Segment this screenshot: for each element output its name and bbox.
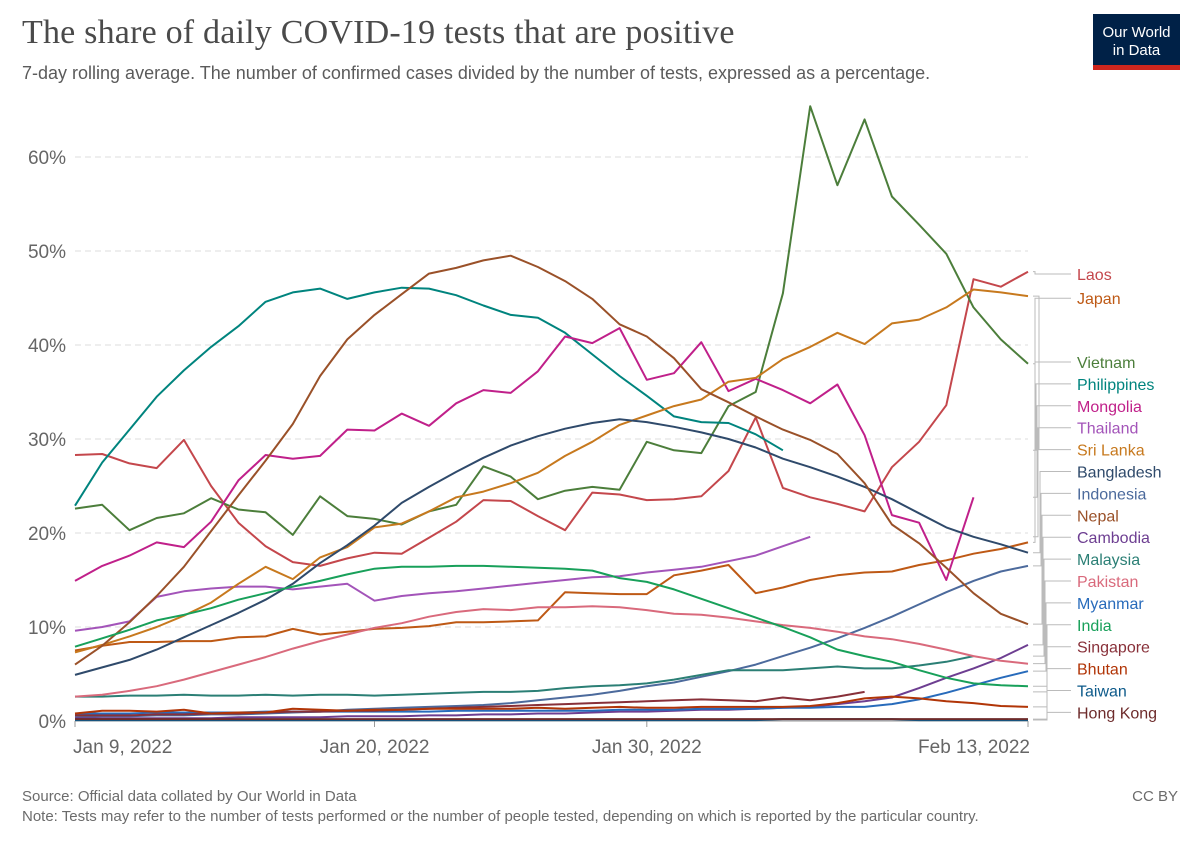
series-label-mongolia[interactable]: Mongolia — [1077, 399, 1142, 416]
series-label-japan[interactable]: Japan — [1077, 291, 1121, 308]
label-connector — [1033, 580, 1071, 665]
series-label-indonesia[interactable]: Indonesia — [1077, 486, 1146, 503]
series-line-philippines[interactable] — [74, 286, 784, 507]
label-connector — [1033, 690, 1071, 721]
x-tick-label: Feb 13, 2022 — [918, 737, 1030, 758]
chart-title: The share of daily COVID-19 tests that a… — [22, 14, 735, 51]
x-tick-label: Jan 30, 2022 — [592, 737, 702, 758]
series-line-thailand[interactable] — [74, 535, 811, 632]
series-line-india[interactable] — [74, 564, 1029, 688]
x-tick-label: Jan 20, 2022 — [320, 737, 430, 758]
label-connector — [1033, 711, 1071, 720]
series-label-nepal[interactable]: Nepal — [1077, 508, 1119, 525]
series-line-myanmar[interactable] — [75, 670, 1029, 715]
series-label-laos[interactable]: Laos — [1077, 267, 1112, 284]
series-line-laos[interactable] — [74, 270, 1029, 567]
series-label-india[interactable]: India — [1077, 618, 1112, 635]
series-line-bhutan[interactable] — [74, 695, 1029, 715]
series-line-vietnam[interactable] — [74, 105, 1029, 536]
series-line-nepal[interactable] — [74, 254, 1029, 666]
series-line-pakistan[interactable] — [74, 605, 1029, 698]
label-connector — [1033, 668, 1071, 708]
label-connector — [1033, 271, 1071, 275]
y-tick-label: 40% — [28, 336, 66, 357]
label-connector — [1033, 361, 1071, 365]
series-label-vietnam[interactable]: Vietnam — [1077, 355, 1135, 372]
y-tick-label: 20% — [28, 524, 66, 545]
license-link[interactable]: CC BY — [1132, 788, 1178, 805]
label-connector — [1033, 427, 1071, 538]
label-connector — [1033, 297, 1071, 543]
series-label-taiwan[interactable]: Taiwan — [1077, 684, 1127, 701]
series-line-malaysia[interactable] — [75, 655, 974, 698]
gridlines — [75, 156, 1028, 628]
y-axis: 0% 10% 20% 30% 40% 50% 60% — [28, 148, 66, 733]
series-label-myanmar[interactable]: Myanmar — [1077, 596, 1144, 613]
y-tick-label: 60% — [28, 148, 66, 169]
series-labels: Laos Japan Vietnam Philippines Mongolia Thail… — [1033, 267, 1162, 722]
label-connector — [1033, 514, 1071, 625]
series-line-bangladesh[interactable] — [74, 418, 1029, 676]
label-connector — [1033, 383, 1071, 451]
label-connector — [1033, 492, 1071, 567]
y-tick-label: 30% — [28, 430, 66, 451]
x-tick-label: Jan 9, 2022 — [73, 737, 172, 758]
series-label-malaysia[interactable]: Malaysia — [1077, 552, 1140, 569]
label-connector — [1033, 602, 1071, 672]
series-label-philippines[interactable]: Philippines — [1077, 377, 1154, 394]
y-tick-label: 10% — [28, 618, 66, 639]
series-label-bhutan[interactable]: Bhutan — [1077, 662, 1128, 679]
series-label-cambodia[interactable]: Cambodia — [1077, 530, 1150, 547]
owid-logo[interactable]: Our World in Data — [1093, 14, 1180, 70]
source-note: Source: Official data collated by Our Wo… — [22, 788, 357, 805]
label-connector — [1033, 295, 1071, 451]
series-label-bangladesh[interactable]: Bangladesh — [1077, 465, 1162, 482]
series-label-sri-lanka[interactable]: Sri Lanka — [1077, 443, 1145, 460]
chart-subtitle: 7-day rolling average. The number of con… — [22, 63, 931, 83]
series-line-mongolia[interactable] — [74, 327, 975, 582]
series-line-sri-lanka[interactable] — [74, 288, 1029, 654]
y-tick-label: 0% — [39, 712, 67, 733]
y-tick-label: 50% — [28, 242, 66, 263]
series-line-japan[interactable] — [74, 541, 1029, 652]
series-label-pakistan[interactable]: Pakistan — [1077, 574, 1138, 591]
footnote: Note: Tests may refer to the number of t… — [22, 808, 979, 825]
logo-accent-bar — [1093, 65, 1180, 70]
label-connector — [1033, 405, 1071, 498]
logo-line-1: Our World — [1102, 24, 1171, 41]
label-connector — [1033, 624, 1071, 687]
label-connector — [1033, 558, 1071, 657]
label-connector — [1033, 536, 1071, 646]
logo-line-2: in Data — [1112, 42, 1161, 59]
label-connector — [1033, 646, 1071, 693]
series-label-singapore[interactable]: Singapore — [1077, 640, 1150, 657]
series-label-thailand[interactable]: Thailand — [1077, 421, 1138, 438]
series-line-cambodia[interactable] — [75, 643, 1029, 720]
series-lines — [74, 105, 1029, 722]
label-connector — [1033, 471, 1071, 554]
x-axis: Jan 9, 2022 Jan 20, 2022 Jan 30, 2022 Feb 1… — [73, 720, 1030, 758]
series-label-hong-kong[interactable]: Hong Kong — [1077, 705, 1157, 722]
